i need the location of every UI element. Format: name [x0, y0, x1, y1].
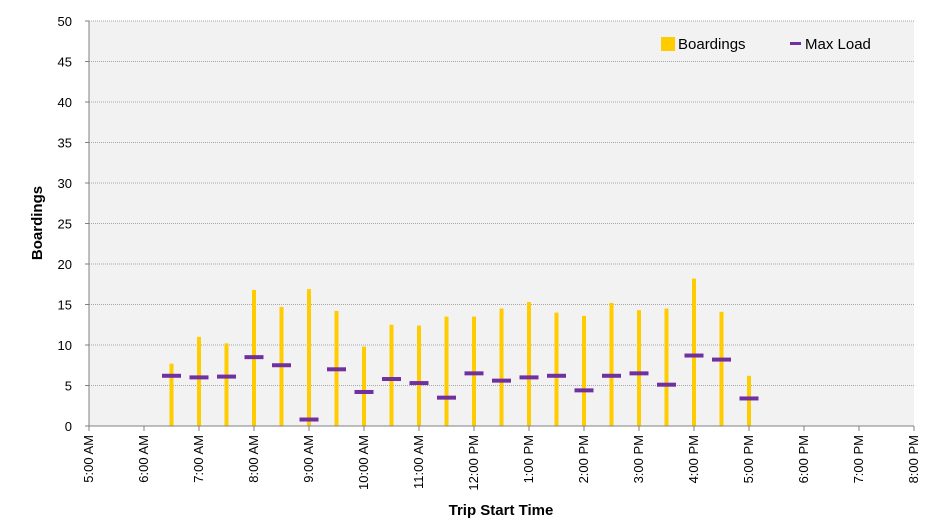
x-tick-label: 11:00 AM: [411, 435, 426, 489]
x-tick-label: 7:00 PM: [851, 435, 866, 483]
max-load-marker: [409, 381, 429, 386]
boardings-bar: [527, 302, 531, 426]
y-tick-label: 25: [58, 217, 72, 232]
max-load-marker: [739, 396, 759, 401]
boardings-bar: [582, 315, 586, 426]
max-load-marker: [492, 378, 511, 383]
boardings-bar: [362, 346, 366, 426]
max-load-marker: [354, 389, 374, 394]
boardings-bar: [389, 324, 394, 426]
x-tick-label: 1:00 PM: [521, 435, 536, 483]
boardings-bar: [692, 278, 696, 426]
boardings-bar: [719, 311, 724, 426]
y-tick-label: 0: [65, 419, 72, 434]
x-tick-label: 3:00 PM: [631, 435, 646, 483]
max-load-marker: [189, 375, 209, 380]
max-load-marker: [299, 417, 319, 422]
max-load-markers: [162, 353, 759, 422]
boardings-bar: [417, 325, 421, 426]
x-tick-label: 7:00 AM: [191, 435, 206, 483]
max-load-marker: [519, 375, 539, 380]
max-load-marker: [629, 371, 649, 376]
boardings-bar: [224, 343, 229, 426]
max-load-marker: [382, 377, 401, 382]
y-tick-label: 30: [58, 176, 72, 191]
boardings-bar: [169, 363, 174, 426]
legend-boardings-label: Boardings: [678, 36, 746, 53]
max-load-marker: [272, 363, 291, 368]
x-axis-title: Trip Start Time: [449, 502, 554, 519]
legend-max-load-label: Max Load: [805, 36, 871, 53]
boardings-bar: [197, 336, 201, 426]
y-tick-label: 35: [58, 136, 72, 151]
boardings-bar: [637, 310, 641, 426]
max-load-marker: [244, 355, 264, 360]
max-load-marker: [217, 374, 236, 379]
max-load-marker: [684, 353, 704, 358]
x-tick-label: 5:00 AM: [81, 435, 96, 483]
y-tick-label: 20: [58, 257, 72, 272]
max-load-marker: [547, 373, 566, 378]
boardings-bar: [499, 308, 504, 426]
boardings-bar: [664, 308, 669, 426]
max-load-marker: [464, 371, 484, 376]
x-tick-label: 2:00 PM: [576, 435, 591, 483]
x-tick-label: 6:00 PM: [796, 435, 811, 483]
max-load-marker: [602, 373, 621, 378]
max-load-marker: [162, 373, 181, 378]
boardings-bar: [307, 289, 311, 426]
y-tick-label: 5: [65, 379, 72, 394]
max-load-marker: [657, 382, 676, 387]
y-tick-label: 40: [58, 95, 72, 110]
boardings-bar: [609, 302, 614, 426]
max-load-marker: [327, 367, 346, 372]
y-tick-label: 15: [58, 298, 72, 313]
max-load-marker: [712, 357, 731, 362]
x-tick-label: 8:00 AM: [246, 435, 261, 483]
boardings-bar: [747, 375, 751, 426]
x-tick-label: 6:00 AM: [136, 435, 151, 483]
boardings-bar: [472, 316, 476, 426]
x-tick-label: 9:00 AM: [301, 435, 316, 483]
x-tick-label: 10:00 AM: [356, 435, 371, 490]
y-tick-label: 45: [58, 55, 72, 70]
y-axis-ticks: 0 5 10 15 20 25 30 35 40 45 50: [58, 14, 89, 434]
x-tick-label: 5:00 PM: [741, 435, 756, 483]
legend: Boardings Max Load: [661, 36, 871, 53]
y-tick-label: 10: [58, 338, 72, 353]
max-load-marker: [437, 395, 456, 400]
y-axis-title: Boardings: [29, 186, 46, 260]
boardings-bar: [554, 312, 559, 426]
x-tick-label: 12:00 PM: [466, 435, 481, 491]
x-tick-label: 8:00 PM: [906, 435, 921, 483]
legend-boardings-swatch: [661, 37, 675, 51]
boardings-bar: [444, 316, 449, 426]
x-axis-ticks: 5:00 AM 6:00 AM 7:00 AM 8:00 AM 9:00 AM 10:00…: [81, 426, 921, 491]
x-tick-label: 4:00 PM: [686, 435, 701, 483]
max-load-marker: [574, 388, 594, 393]
legend-max-load-swatch: [790, 42, 801, 45]
y-tick-label: 50: [58, 14, 72, 29]
